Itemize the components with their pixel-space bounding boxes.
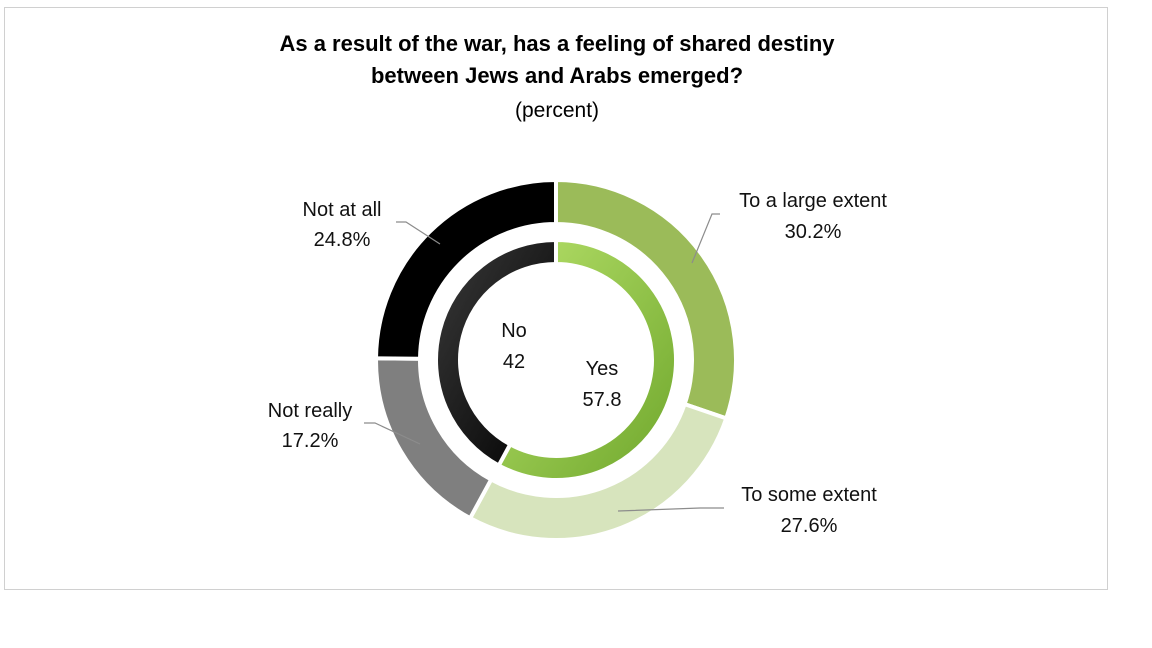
- outer-value-not-at-all: 24.8%: [314, 229, 371, 251]
- outer-value-not-really: 17.2%: [282, 430, 339, 452]
- leader-not-at-all: [396, 221, 441, 245]
- inner-label-yes: Yes: [586, 358, 619, 380]
- leader-not-really: [364, 422, 421, 445]
- inner-label-no: No: [501, 320, 527, 342]
- chart-frame: [4, 7, 1108, 590]
- outer-label-some-extent: To some extent: [741, 484, 877, 506]
- outer-ring: [373, 177, 738, 542]
- inner-ring: [434, 237, 678, 482]
- leader-some-extent: [617, 507, 724, 512]
- chart-subtitle: (percent): [515, 99, 599, 122]
- chart-title-line-1: As a result of the war, has a feeling of…: [279, 31, 835, 56]
- slice-no: [434, 237, 558, 469]
- outer-label-large-extent: To a large extent: [739, 190, 887, 212]
- leader-large-extent: [691, 213, 720, 264]
- outer-label-not-at-all: Not at all: [303, 199, 382, 221]
- leader-lines: [364, 213, 724, 512]
- outer-value-large-extent: 30.2%: [785, 221, 842, 243]
- outer-label-not-really: Not really: [268, 400, 352, 422]
- inner-value-no: 42: [503, 351, 525, 373]
- slice-yes: [496, 237, 678, 482]
- slice-not-at-all: [373, 177, 558, 361]
- chart-title-line-2: between Jews and Arabs emerged?: [371, 63, 743, 88]
- outer-value-some-extent: 27.6%: [781, 515, 838, 537]
- inner-value-yes: 57.8: [583, 389, 622, 411]
